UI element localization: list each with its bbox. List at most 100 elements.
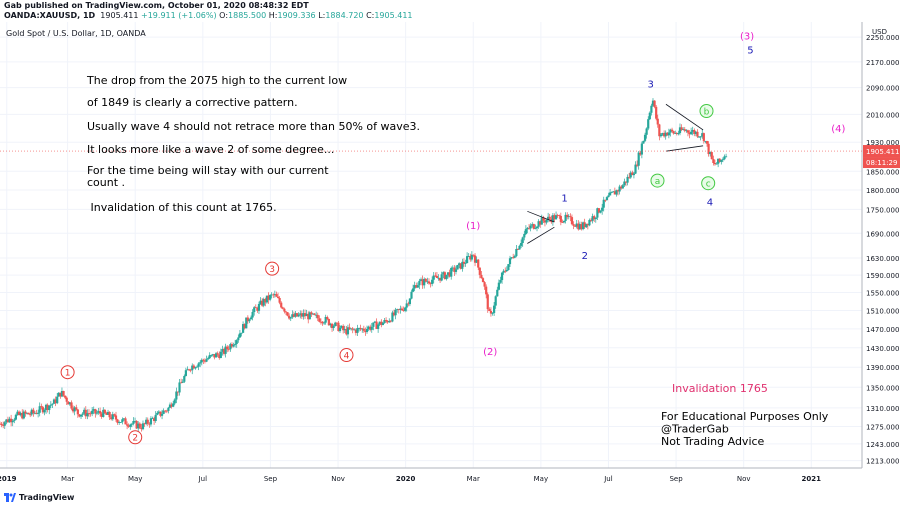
candle (205, 355, 208, 363)
candle (620, 185, 623, 190)
candle (616, 189, 620, 196)
candle-body (241, 324, 245, 333)
candle-body (653, 100, 656, 107)
candle (291, 310, 294, 319)
candle-body (383, 320, 386, 323)
candle-body (348, 327, 351, 330)
invalidation-label: Invalidation 1765 (672, 382, 768, 395)
open-value: 1885.500 (228, 11, 267, 20)
candle-body (566, 214, 569, 218)
candle-body (173, 399, 176, 404)
candle (659, 133, 663, 138)
candle-body (678, 127, 682, 134)
candle (621, 183, 624, 189)
candle (496, 286, 499, 297)
candle (76, 409, 79, 418)
candle-body (651, 100, 655, 106)
candle (6, 416, 10, 423)
candle-body (111, 414, 114, 420)
candle-body (421, 279, 424, 286)
x-tick-label: Mar (467, 475, 480, 483)
candle-body (491, 312, 494, 314)
candle-body (615, 190, 618, 195)
gridlines (0, 22, 862, 468)
candle-body (118, 422, 121, 423)
candle (327, 318, 330, 326)
candle-body (284, 311, 288, 313)
candle-body (481, 278, 485, 283)
candle-body (345, 329, 348, 335)
y-tick-label: 1310.000 (866, 405, 899, 413)
candle (466, 252, 469, 264)
candle (153, 416, 156, 425)
candle-body (394, 309, 397, 316)
wave-label: 2 (132, 434, 138, 444)
candle-body (663, 133, 666, 137)
candle-body (70, 402, 73, 409)
candle-body (694, 131, 697, 134)
candle (707, 141, 710, 157)
candle-body (375, 321, 378, 329)
candle (486, 292, 489, 313)
x-tick-label: Sep (669, 475, 683, 483)
price-chart[interactable]: 1213.000 1243.000 1275.000 1310.000 1350.000… (0, 22, 900, 490)
candle (14, 413, 17, 421)
candle-body (453, 267, 456, 272)
candle-body (273, 294, 276, 295)
candle (200, 358, 203, 366)
candle (351, 327, 354, 334)
candle-body (386, 320, 389, 323)
candle (421, 275, 424, 289)
candle-body (249, 317, 253, 320)
candle-body (6, 419, 10, 423)
wave-label-circle: 2 (128, 430, 143, 445)
candle-body (404, 307, 407, 311)
candle-body (608, 192, 612, 196)
candle (160, 409, 164, 420)
candle (187, 368, 191, 372)
candle (148, 422, 151, 428)
candle (413, 281, 416, 291)
candle (275, 291, 278, 297)
wave-circle (701, 176, 716, 191)
candle (159, 411, 162, 418)
candle-body (408, 298, 412, 305)
candle (17, 410, 21, 416)
candle (73, 405, 76, 416)
candle-body (218, 354, 221, 358)
candle-body (97, 411, 100, 413)
candle (375, 318, 378, 330)
candle (521, 236, 524, 247)
candle-body (558, 215, 561, 217)
y-tick-label: 1630.000 (866, 255, 899, 263)
wave-circle (339, 348, 354, 363)
candle-body (381, 322, 384, 326)
candle (259, 297, 262, 305)
candle (434, 272, 437, 277)
candle (581, 221, 585, 231)
candle (119, 421, 122, 423)
candle-body (415, 285, 418, 288)
x-tick-label: Nov (737, 475, 751, 483)
candle-body (658, 124, 661, 137)
candle (508, 255, 512, 268)
y-tick-label: 2090.000 (866, 85, 899, 93)
tradingview-logo[interactable]: TradingView (4, 493, 74, 502)
candle-body (477, 259, 480, 268)
candle (451, 265, 454, 272)
candle-body (583, 222, 586, 228)
candle-body (187, 369, 191, 371)
candle-body (184, 370, 187, 376)
candle-body (362, 328, 365, 331)
candle-body (680, 127, 683, 130)
candle-body (693, 130, 696, 134)
candle-body (359, 327, 362, 330)
candle-body (647, 119, 650, 129)
candle-body (666, 132, 669, 136)
y-tick-label: 1470.000 (866, 326, 899, 334)
candle-body (240, 332, 243, 334)
candle-body (605, 197, 609, 201)
candle-body (562, 220, 566, 223)
candle (38, 402, 41, 417)
y-tick-label: 1550.000 (866, 290, 899, 298)
